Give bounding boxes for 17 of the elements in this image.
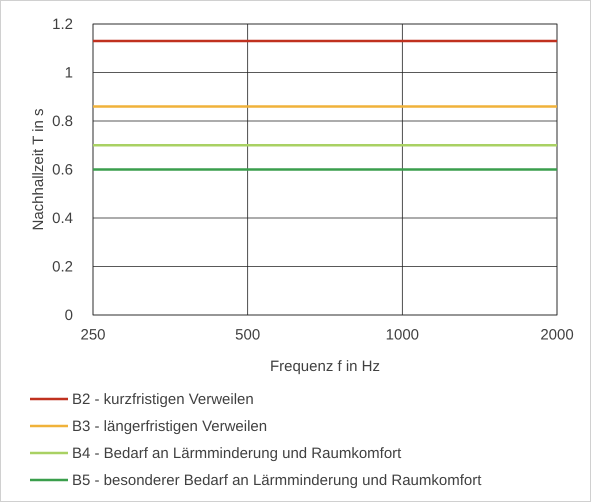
- legend-label: B4 - Bedarf an Lärmminderung und Raumkomfort: [72, 445, 402, 462]
- legend-label: B5 - besonderer Bedarf an Lärmminderung und Raumkomfort: [72, 472, 482, 489]
- legend-label: B2 - kurzfristigen Verweilen: [72, 391, 254, 408]
- legend-label: B3 - längerfristigen Verweilen: [72, 418, 268, 435]
- y-tick-label: 1: [64, 64, 73, 82]
- y-tick-label: 0.6: [52, 161, 73, 178]
- y-tick-label: 0.4: [52, 210, 73, 227]
- x-tick-label: 250: [80, 326, 106, 344]
- x-axis-title: Frequenz f in Hz: [270, 358, 380, 375]
- y-axis-title: Nachhallzeit T in s: [30, 108, 47, 231]
- x-tick-label: 500: [235, 326, 260, 344]
- x-tick-label: 2000: [540, 326, 574, 344]
- y-tick-label: 0: [64, 306, 73, 324]
- y-tick-label: 0.8: [52, 112, 73, 130]
- y-tick-label: 1.2: [52, 16, 73, 33]
- y-tick-label: 0.2: [52, 258, 73, 276]
- x-tick-label: 1000: [386, 326, 420, 344]
